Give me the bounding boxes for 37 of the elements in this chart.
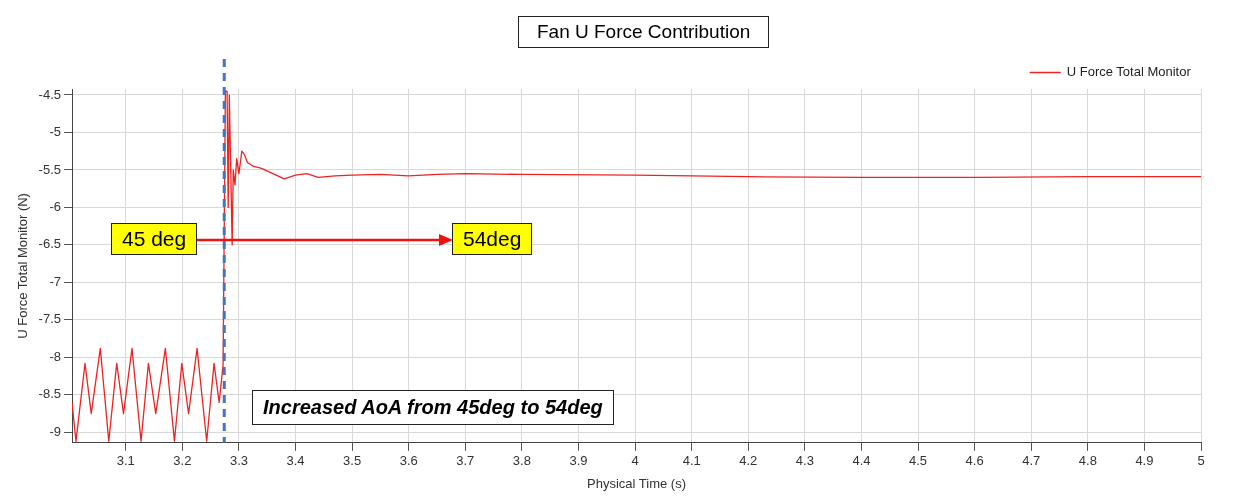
x-tick-label: 4.1 xyxy=(682,453,701,469)
x-axis-title: Physical Time (s) xyxy=(587,475,686,491)
chart-title: Fan U Force Contribution xyxy=(518,16,770,48)
x-tick-label: 3.3 xyxy=(229,453,248,469)
x-tick-label: 4.7 xyxy=(1022,453,1041,469)
x-tick-label: 4.5 xyxy=(909,453,928,469)
annotation: 45 deg xyxy=(111,223,198,255)
x-tick-label: 5 xyxy=(1197,453,1205,469)
x-tick-label: 4.2 xyxy=(739,453,758,469)
y-tick-label: -4.5 xyxy=(38,86,61,102)
x-tick-label: 3.1 xyxy=(116,453,135,469)
x-tick-label: 3.5 xyxy=(343,453,362,469)
x-tick-label: 4 xyxy=(631,453,639,469)
x-tick-label: 3.4 xyxy=(286,453,305,469)
y-tick-label: -7.5 xyxy=(38,311,61,327)
annotation: Increased AoA from 45deg to 54deg xyxy=(252,390,614,425)
x-tick-label: 3.8 xyxy=(512,453,531,469)
x-tick-label: 3.2 xyxy=(173,453,192,469)
y-axis-title: U Force Total Monitor (N) xyxy=(15,193,31,339)
y-tick-label: -5 xyxy=(49,124,61,140)
y-tick-label: -5.5 xyxy=(38,161,61,177)
y-tick-label: -8 xyxy=(49,348,61,364)
y-tick-label: -6.5 xyxy=(38,236,61,252)
legend-label: U Force Total Monitor xyxy=(1066,64,1192,80)
x-tick-label: 4.8 xyxy=(1078,453,1097,469)
x-tick-label: 4.3 xyxy=(795,453,814,469)
y-tick-label: -6 xyxy=(49,199,61,215)
x-tick-label: 4.6 xyxy=(965,453,984,469)
y-tick-label: -8.5 xyxy=(38,386,61,402)
annotation: 54deg xyxy=(452,223,533,255)
x-tick-label: 3.9 xyxy=(569,453,588,469)
x-tick-label: 4.9 xyxy=(1135,453,1154,469)
x-tick-label: 3.7 xyxy=(456,453,475,469)
x-tick-label: 3.6 xyxy=(399,453,418,469)
y-tick-label: -7 xyxy=(49,273,61,289)
y-tick-label: -9 xyxy=(49,423,61,439)
x-tick-label: 4.4 xyxy=(852,453,871,469)
